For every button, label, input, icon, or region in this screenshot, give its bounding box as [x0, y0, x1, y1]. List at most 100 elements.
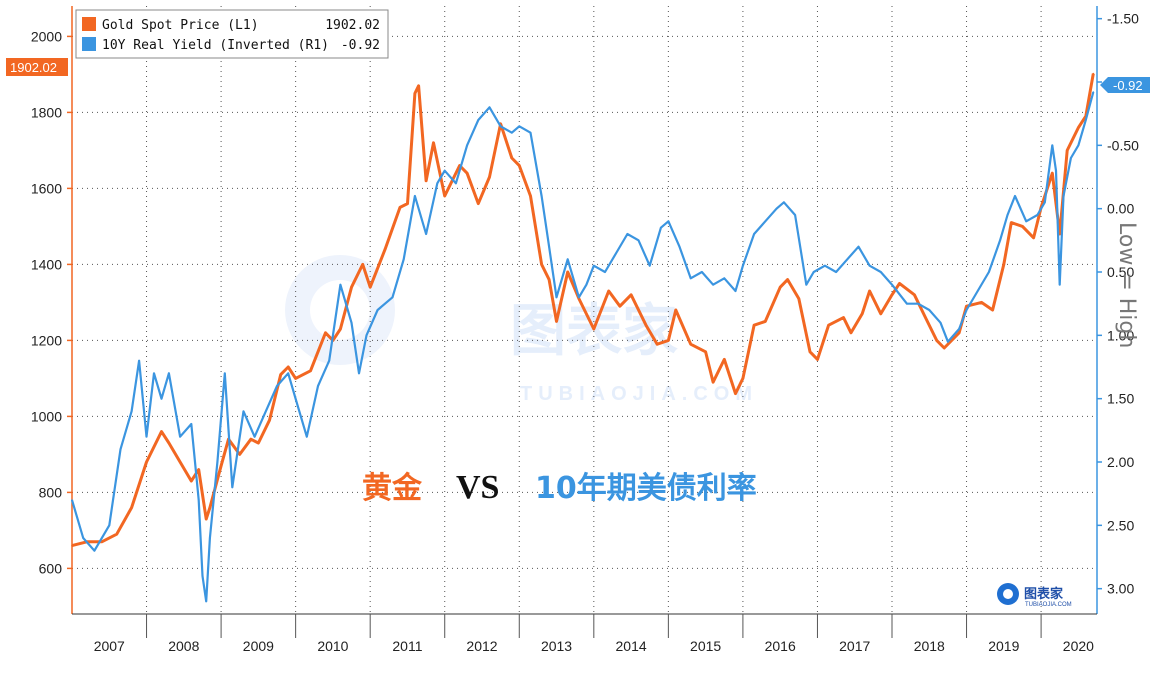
yield-point	[1036, 214, 1039, 216]
yield-point	[578, 296, 580, 299]
yield-point	[276, 385, 278, 387]
series-lines	[70, 72, 1095, 603]
yield-point	[119, 448, 122, 451]
yield-point	[130, 410, 133, 413]
gold-point	[197, 468, 200, 471]
gold-point	[406, 202, 409, 205]
gold-point	[71, 544, 73, 547]
gold-point	[432, 142, 435, 144]
gold-point	[913, 294, 916, 296]
gold-point	[827, 324, 830, 327]
yield-point	[965, 309, 968, 311]
right-tick-label: 1.00	[1107, 327, 1134, 343]
yield-point	[499, 125, 502, 128]
yield-point	[648, 264, 651, 267]
yield-point	[209, 537, 211, 539]
gold-point	[991, 309, 994, 311]
gold-point	[816, 358, 819, 361]
yield-point	[917, 302, 919, 305]
yield-point	[93, 549, 96, 552]
gold-point	[361, 263, 364, 266]
yield-point	[488, 106, 491, 109]
yield-point	[1051, 144, 1054, 147]
gold-point	[607, 290, 610, 292]
left-tick-label: 1600	[31, 180, 62, 196]
yield-point	[626, 233, 629, 235]
gold-point	[145, 461, 148, 463]
gold-point	[675, 309, 677, 311]
gold-point	[518, 164, 521, 167]
gold-point	[842, 316, 845, 319]
gold-point	[294, 377, 297, 380]
gold-point	[689, 343, 692, 346]
legend-label-yield: 10Y Real Yield (Inverted (R1)	[102, 38, 329, 53]
gold-point	[742, 377, 744, 380]
yield-point	[153, 372, 155, 375]
yield-point	[805, 283, 808, 286]
yield-point	[753, 233, 755, 235]
right-tick-label: -0.50	[1107, 137, 1139, 153]
left-tick-label: 800	[39, 484, 63, 500]
legend-swatch-gold	[82, 17, 96, 31]
yield-point	[947, 340, 949, 343]
gold-point	[555, 320, 558, 323]
overlay-title-yield: 10年期美债利率	[535, 471, 757, 506]
gold-point	[898, 282, 901, 285]
gold-point	[753, 324, 755, 327]
yield-point	[1062, 195, 1065, 197]
yield-point	[466, 144, 468, 147]
yield-point	[197, 499, 200, 501]
overlay-title: 黄金 VS 10年期美债利率	[362, 469, 757, 506]
yield-point	[540, 195, 543, 197]
yield-point	[365, 334, 368, 337]
x-tick-label: 2009	[243, 638, 274, 654]
yield-point	[880, 271, 882, 273]
yield-point	[511, 131, 513, 134]
left-tick-label: 1400	[31, 256, 62, 272]
overlay-title-gold: 黄金	[362, 471, 423, 506]
gold-last-value-tag: 1902.02	[6, 58, 68, 76]
yield-point	[1077, 144, 1080, 147]
logo-text: 图表家	[1024, 586, 1064, 602]
x-tick-label: 2008	[168, 638, 199, 654]
gold-point	[309, 370, 312, 372]
gold-point	[511, 157, 513, 159]
right-tick-label: 2.00	[1107, 454, 1134, 470]
yield-point	[891, 283, 893, 286]
yield-point	[317, 385, 319, 387]
yield-point	[231, 486, 234, 489]
gold-point	[891, 294, 893, 296]
legend-label-gold: Gold Spot Price (L1)	[102, 18, 259, 33]
x-tick-label: 2012	[466, 638, 497, 654]
gold-point	[339, 328, 342, 330]
yield-point	[443, 169, 446, 172]
yield-point	[1092, 91, 1095, 93]
legend: Gold Spot Price (L1) 1902.02 10Y Real Yi…	[75, 9, 389, 59]
yield-point	[958, 328, 960, 330]
yield-point	[678, 245, 681, 248]
gold-point	[1010, 221, 1013, 224]
yield-point	[689, 277, 692, 280]
left-tick-label: 2000	[31, 28, 62, 44]
yield-point	[518, 125, 521, 128]
yield-point	[201, 575, 204, 577]
yield-point	[71, 499, 73, 501]
gold-point	[115, 533, 118, 535]
yield-last-value: -0.92	[1113, 78, 1143, 93]
x-tick-label: 2015	[690, 638, 721, 654]
gold-last-value: 1902.02	[10, 60, 57, 75]
gold-point	[425, 180, 427, 182]
x-tick-label: 2010	[317, 638, 348, 654]
yield-point	[339, 283, 342, 286]
gold-point	[1058, 233, 1061, 235]
yield-point	[350, 321, 353, 324]
yield-point	[1058, 283, 1061, 286]
gold-point	[417, 85, 420, 87]
gold-point	[101, 541, 103, 543]
gold-point	[384, 248, 386, 250]
yield-point	[999, 239, 1001, 242]
gold-point	[220, 465, 222, 467]
yield-point	[593, 264, 595, 267]
gold-point	[414, 92, 416, 95]
yield-point	[660, 226, 662, 229]
